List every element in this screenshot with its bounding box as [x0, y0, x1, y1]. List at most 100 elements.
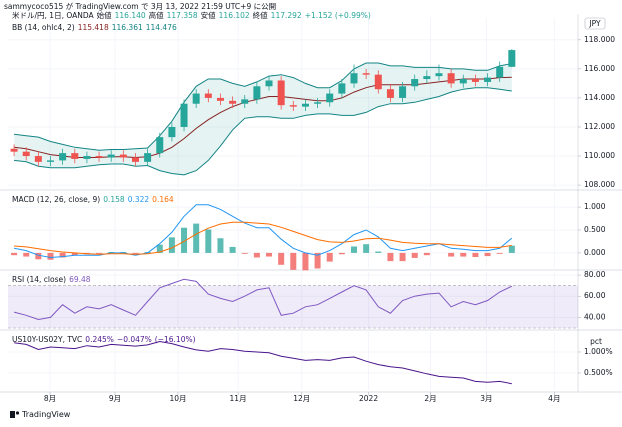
candle-body [289, 105, 297, 107]
candle-body [459, 79, 467, 84]
legend-item: 始値 [96, 11, 112, 20]
y-tick-label: 110.000 [584, 151, 615, 160]
candle-body [338, 83, 346, 94]
histogram-bar [205, 229, 212, 253]
histogram-bar [217, 238, 224, 253]
legend-item: US10Y-US02Y, TVC [12, 335, 83, 344]
histogram-bar [11, 252, 18, 256]
histogram-bar [96, 252, 103, 254]
histogram-bar [181, 227, 188, 253]
histogram-bar [351, 246, 358, 253]
histogram-bar [23, 252, 30, 257]
histogram-bar [71, 252, 78, 256]
y-tick-label: 114.000 [584, 93, 615, 102]
series-line [14, 221, 512, 255]
legend: MACD (12, 26, close, 9) 0.158 0.322 0.164 [12, 195, 177, 205]
rsi-band [8, 285, 578, 328]
candle-body [131, 157, 139, 162]
histogram-bar [302, 252, 309, 271]
histogram-bar [241, 252, 248, 254]
legend-item: 高値 [148, 11, 164, 20]
y-tick-label: 1.000% [584, 347, 613, 356]
legend-item: RSI (14, close) [12, 275, 67, 284]
candle-body [423, 76, 431, 80]
legend-item: (−16.10%) [154, 335, 196, 344]
y-tick-label: 80.00 [584, 270, 606, 279]
histogram-bar [338, 252, 345, 255]
histogram-bar [59, 252, 66, 258]
y-tick-label: 112.000 [584, 122, 615, 131]
histogram-bar [47, 252, 54, 260]
legend-item: 116.102 [218, 11, 250, 20]
y-tick-label: 40.00 [584, 312, 606, 321]
candle-body [71, 153, 79, 159]
legend-item: −0.047% [116, 335, 152, 344]
histogram-bar [266, 252, 273, 257]
histogram-bar [387, 252, 394, 262]
candle-body [508, 50, 516, 67]
legend-item: BB (14, ohlc4, 2) [12, 23, 75, 32]
candle-body [144, 153, 152, 162]
candle-body [216, 97, 224, 101]
legend-item: 0.158 [103, 195, 125, 204]
x-tick-label: 2022 [359, 394, 378, 403]
histogram-bar [448, 252, 455, 257]
x-tick-label: 2月 [424, 394, 436, 403]
candle-body [34, 156, 42, 162]
histogram-bar [290, 252, 297, 270]
series-line [14, 87, 512, 176]
candle-body [95, 156, 103, 158]
candle-body [180, 103, 188, 127]
histogram-bar [132, 252, 139, 254]
legend-item: +1.152 (+0.99%) [304, 11, 371, 20]
x-tick-label: 11月 [230, 394, 247, 403]
histogram-bar [399, 252, 406, 262]
currency-box [584, 17, 606, 30]
candle-body [326, 93, 334, 103]
histogram-bar [326, 252, 333, 262]
series-line [14, 204, 513, 259]
candle-body [241, 99, 249, 104]
histogram-bar [460, 252, 467, 257]
x-tick-label: 3月 [480, 394, 492, 403]
legend-item: 安値 [200, 11, 216, 20]
legend-item: 117.292 [270, 11, 302, 20]
legend-item: 米ドル/円, 1日, OANDA [12, 11, 94, 20]
y-tick-label: 108.000 [584, 180, 615, 189]
x-tick-label: 9月 [109, 394, 121, 403]
y-tick-label: 60.00 [584, 291, 606, 300]
histogram-bar [423, 252, 430, 256]
histogram-bar [363, 244, 370, 253]
candle-body [411, 79, 419, 87]
candle-body [119, 154, 127, 158]
histogram-bar [484, 252, 491, 257]
candle-body [399, 86, 407, 98]
candle-body [265, 80, 273, 87]
histogram-bar [278, 252, 285, 265]
histogram-bar [472, 252, 479, 258]
series-line [14, 76, 512, 159]
candle-body [22, 151, 30, 157]
legend: 米ドル/円, 1日, OANDA 始値 116.140 高値 117.358 安値 116.… [12, 11, 374, 21]
series-line [14, 340, 512, 385]
candle-body [192, 93, 200, 104]
x-tick-label: 10月 [169, 394, 186, 403]
y-tick-label: 116.000 [584, 64, 615, 73]
x-tick-label: 8月 [44, 394, 56, 403]
grid [8, 18, 578, 390]
x-tick-label: 12月 [293, 394, 310, 403]
candle-body [83, 156, 91, 159]
series-line [14, 62, 512, 151]
candle-body [168, 126, 176, 138]
legend-item: 117.358 [166, 11, 198, 20]
y-tick-label: 0.500 [584, 225, 606, 234]
candle-body [229, 100, 237, 104]
histogram-bar [508, 245, 515, 253]
y-tick-label: 0.500% [584, 368, 613, 377]
histogram-bar [375, 251, 382, 253]
legend-item: 69.48 [69, 275, 91, 284]
logo [10, 411, 20, 418]
legend: RSI (14, close) 69.48 [12, 275, 94, 285]
